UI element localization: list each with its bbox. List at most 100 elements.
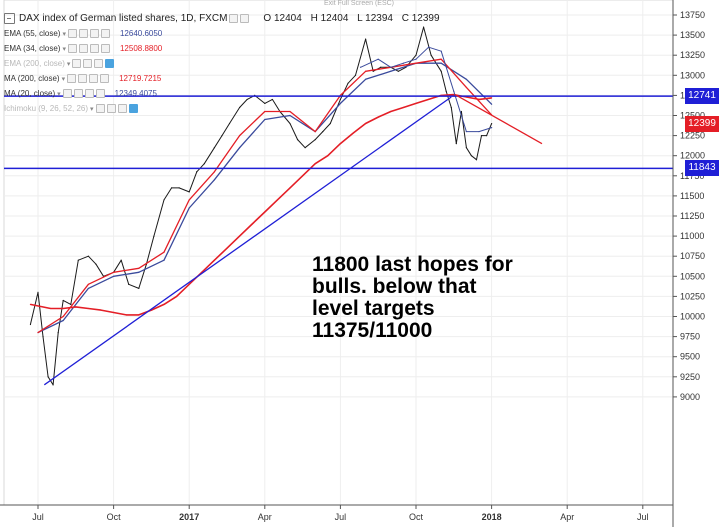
data-point [271, 98, 273, 101]
data-point [453, 90, 455, 92]
exit-fullscreen-button[interactable]: Exit Full Screen (ESC) [324, 0, 395, 7]
level-lines [4, 95, 673, 170]
data-point [465, 78, 467, 80]
data-point [188, 199, 190, 201]
time-tick-label: Jul [335, 512, 347, 522]
close-icon[interactable] [89, 44, 99, 53]
settings-icon[interactable] [78, 29, 88, 38]
time-tick-label: Apr [258, 512, 272, 522]
data-point [380, 66, 382, 68]
indicator-row[interactable]: MA (200, close) ▾ 12719.7215 [4, 71, 446, 86]
close-icon[interactable] [84, 89, 94, 98]
dropdown-caret-icon[interactable]: ▾ [62, 30, 66, 38]
price-tick-label: 9000 [680, 392, 700, 402]
dropdown-caret-icon[interactable]: ▾ [66, 60, 71, 68]
indicator-row[interactable]: EMA (200, close) ▾ [4, 56, 446, 71]
more-icon[interactable] [95, 89, 105, 98]
price-tick-label: 9500 [680, 352, 700, 362]
data-point [264, 118, 266, 121]
settings-icon[interactable] [78, 44, 88, 53]
data-point [87, 255, 89, 257]
eye-icon[interactable] [67, 44, 77, 53]
data-point [163, 251, 165, 253]
time-tick-label: Oct [107, 512, 122, 522]
more-icon[interactable] [128, 104, 138, 113]
data-point [188, 191, 190, 193]
indicator-label: MA (20, close) [4, 89, 56, 98]
data-point [213, 171, 215, 173]
settings-icon[interactable] [240, 13, 250, 23]
low-value: L 12394 [357, 12, 393, 24]
data-point [47, 376, 49, 378]
price-tag: 12399 [685, 115, 719, 132]
data-point [491, 127, 493, 129]
more-icon[interactable] [100, 29, 110, 38]
data-point [276, 199, 278, 201]
data-point [422, 26, 425, 28]
data-point [455, 143, 457, 145]
eye-icon[interactable] [95, 104, 105, 113]
grid [3, 0, 674, 506]
indicator-row[interactable]: MA (20, close) ▾ 12349.4075 [4, 86, 446, 101]
data-point [29, 303, 32, 306]
data-point [62, 299, 64, 302]
data-point [347, 82, 349, 84]
data-point [491, 97, 493, 99]
close-icon[interactable] [89, 74, 99, 83]
data-point [87, 307, 89, 310]
data-point [354, 74, 357, 76]
data-point [440, 62, 442, 64]
dropdown-caret-icon[interactable]: ▾ [61, 75, 66, 83]
data-point [62, 307, 64, 310]
eye-icon[interactable] [229, 13, 239, 23]
close-icon[interactable] [117, 104, 127, 113]
dropdown-caret-icon[interactable]: ▾ [62, 45, 66, 53]
settings-icon[interactable] [78, 74, 88, 83]
eye-icon[interactable] [62, 89, 72, 98]
price-tick-label: 9250 [680, 372, 700, 382]
data-point [329, 122, 331, 125]
price-tag: 11843 [685, 160, 719, 177]
settings-icon[interactable] [106, 104, 116, 113]
data-point [153, 235, 155, 237]
data-point [365, 78, 367, 80]
settings-icon[interactable] [83, 59, 93, 68]
indicator-label: EMA (200, close) [4, 59, 65, 68]
series-line-dax [29, 26, 493, 386]
chart-annotation[interactable]: 11800 last hopes for bulls. below that l… [312, 253, 513, 342]
dropdown-caret-icon[interactable]: ▾ [90, 105, 94, 113]
data-point [87, 283, 89, 285]
indicator-label: Ichimoku (9, 26, 52, 26) [4, 104, 89, 113]
close-icon[interactable] [89, 29, 99, 38]
settings-icon[interactable] [73, 89, 83, 98]
data-point [138, 314, 140, 316]
eye-icon[interactable] [67, 74, 77, 83]
data-point [251, 223, 253, 225]
data-point [289, 110, 291, 113]
data-point [491, 103, 493, 105]
trendline-uptrend [43, 96, 452, 386]
eye-icon[interactable] [72, 59, 82, 68]
indicator-row[interactable]: EMA (34, close) ▾ 12508.8800 [4, 41, 446, 56]
data-point [50, 307, 52, 310]
dropdown-caret-icon[interactable]: ▾ [57, 90, 61, 98]
more-icon[interactable] [100, 74, 110, 83]
indicator-row[interactable]: Ichimoku (9, 26, 52, 26) ▾ [4, 101, 446, 116]
data-point [445, 90, 447, 92]
data-point [228, 122, 231, 125]
price-tick-label: 13500 [680, 30, 705, 40]
more-icon[interactable] [100, 44, 110, 53]
indicator-row[interactable]: EMA (55, close) ▾ 12640.6050 [4, 26, 446, 41]
data-point [264, 211, 266, 213]
collapse-icon[interactable] [4, 12, 15, 24]
close-icon[interactable] [94, 59, 104, 68]
data-point [428, 46, 430, 48]
eye-icon[interactable] [67, 29, 77, 38]
data-point [246, 98, 248, 101]
time-tick-label: Apr [560, 512, 574, 522]
data-point [188, 283, 190, 285]
data-point [365, 122, 367, 125]
more-icon[interactable] [105, 59, 115, 68]
ohlc-readout: O 12404 H 12404 L 12394 C 12399 [263, 13, 445, 24]
